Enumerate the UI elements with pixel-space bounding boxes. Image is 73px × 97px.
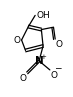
Text: N: N <box>35 56 44 66</box>
Text: O: O <box>13 36 20 45</box>
Text: O: O <box>56 40 62 49</box>
Text: O: O <box>50 71 57 80</box>
Text: O: O <box>19 74 26 83</box>
Text: +: + <box>40 54 46 60</box>
Text: −: − <box>54 63 62 72</box>
Text: OH: OH <box>37 11 51 20</box>
